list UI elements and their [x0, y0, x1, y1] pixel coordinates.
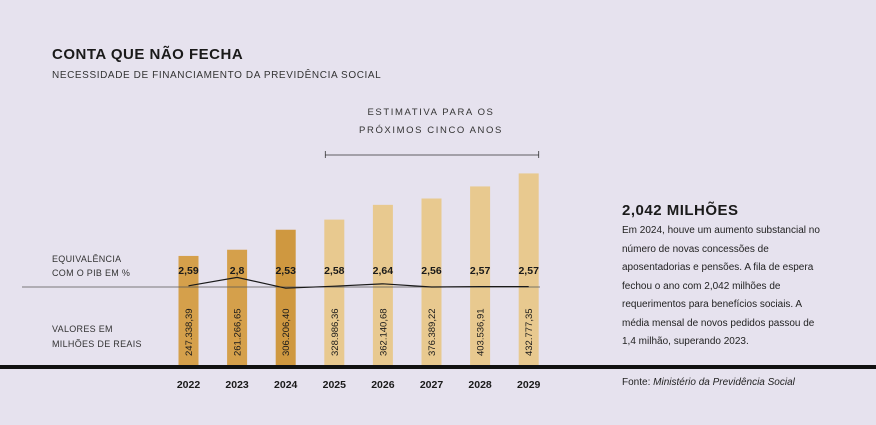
value-label-2028: 403.536,91: [476, 308, 487, 356]
highlight-title: 2,042 MILHÕES: [622, 202, 739, 219]
value-label-2027: 376.389,22: [427, 308, 438, 356]
x-tick-2027: 2027: [420, 379, 444, 391]
x-tick-2025: 2025: [323, 379, 347, 391]
values-label-line2: MILHÕES DE REAIS: [52, 339, 142, 349]
x-tick-2023: 2023: [225, 379, 249, 391]
source-prefix: Fonte:: [622, 377, 654, 388]
value-label-2022: 247.338,39: [184, 308, 195, 356]
bar-2024: [275, 229, 296, 366]
bar-2029: [518, 173, 539, 366]
gdp-label-2029: 2,57: [518, 265, 539, 277]
bar-2027: [421, 198, 442, 366]
gdp-label-2028: 2,57: [470, 265, 491, 277]
x-tick-2028: 2028: [468, 379, 492, 391]
chart-baseline: [0, 365, 876, 369]
source-name: Ministério da Previdência Social: [653, 377, 795, 388]
projection-label-line2: PRÓXIMOS CINCO ANOS: [359, 125, 503, 136]
value-label-2024: 306.206,40: [281, 308, 292, 356]
value-label-2029: 432.777,35: [524, 308, 535, 356]
bar-2028: [470, 186, 491, 366]
value-label-2025: 328.986,36: [330, 308, 341, 356]
gdp-label-2024: 2,53: [275, 265, 296, 277]
source-note: Fonte: Ministério da Previdência Social: [622, 377, 795, 388]
x-tick-2026: 2026: [371, 379, 395, 391]
highlight-body: Em 2024, houve um aumento substancial no…: [622, 225, 820, 347]
bar-2026: [372, 204, 393, 366]
gdp-label-2023: 2,8: [230, 265, 245, 277]
gdp-label-2027: 2,56: [421, 265, 442, 277]
bar-2022: [178, 255, 199, 366]
gdp-label-2025: 2,58: [324, 265, 345, 277]
gdp-label-line2: COM O PIB EM %: [52, 268, 131, 278]
chart-title: CONTA QUE NÃO FECHA: [52, 46, 244, 63]
projection-label-line1: ESTIMATIVA PARA OS: [367, 107, 495, 118]
gdp-percent-line: [188, 276, 529, 289]
gdp-label-2026: 2,64: [373, 265, 394, 277]
bar-2025: [324, 219, 345, 366]
gdp-label-2022: 2,59: [178, 265, 199, 277]
value-label-2026: 362.140,68: [378, 308, 389, 356]
values-label-line1: VALORES EM: [52, 324, 113, 334]
x-tick-2024: 2024: [274, 379, 298, 391]
x-tick-2022: 2022: [177, 379, 201, 391]
x-tick-2029: 2029: [517, 379, 541, 391]
value-label-2023: 261.266,65: [233, 308, 244, 356]
gdp-label-line1: EQUIVALÊNCIA: [52, 254, 122, 264]
chart-subtitle: NECESSIDADE DE FINANCIAMENTO DA PREVIDÊN…: [52, 70, 382, 81]
